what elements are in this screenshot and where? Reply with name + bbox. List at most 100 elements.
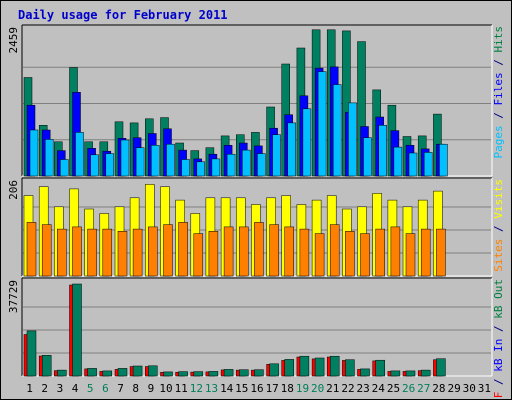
x-tick-label-25: 25: [387, 382, 400, 395]
legend-entry-visits-1: /: [492, 219, 505, 239]
x-tick-label-8: 8: [132, 382, 139, 395]
bar-kbytes-kb-out-day-24: [375, 359, 385, 377]
bar-hits-pages-day-17: [272, 134, 281, 177]
bar-kbytes-kb-out-day-11: [178, 371, 188, 377]
bar-kbytes-kb-out-day-1: [26, 330, 37, 377]
x-tick-label-27: 27: [417, 382, 430, 395]
bar-kbytes-kb-out-day-28: [436, 358, 446, 377]
panel-kbytes-legend: kB F / kB In / kB Out: [492, 279, 505, 400]
bar-visits-sites-day-15: [239, 226, 249, 277]
bar-visits-sites-day-26: [405, 233, 416, 277]
x-tick-label-5: 5: [87, 382, 94, 395]
legend-entry-kbytes-1: /: [492, 372, 505, 392]
x-tick-label-26: 26: [402, 382, 415, 395]
bar-kbytes-kb-out-day-8: [132, 365, 143, 377]
bar-kbytes-kb-out-day-5: [87, 368, 97, 377]
bar-kbytes-kb-out-day-15: [239, 369, 249, 377]
bar-kbytes-kb-out-day-7: [117, 368, 128, 377]
bar-visits-sites-day-13: [208, 231, 219, 277]
x-tick-label-2: 2: [41, 382, 48, 395]
bar-kbytes-kb-out-day-20: [314, 357, 325, 377]
bar-kbytes-kb-out-day-25: [390, 370, 401, 377]
bar-kbytes-kb-out-day-22: [345, 359, 355, 377]
bar-visits-sites-day-24: [375, 228, 385, 277]
bar-kbytes-kb-out-day-6: [102, 370, 113, 377]
x-tick-label-11: 11: [175, 382, 188, 395]
bar-kbytes-kb-out-day-23: [360, 368, 370, 377]
panel-kbytes-ymax-label: 37729: [7, 280, 20, 313]
legend-entry-hits-4: Hits: [492, 26, 505, 53]
x-tick-label-10: 10: [159, 382, 172, 395]
panel-kbytes-bg: [22, 278, 492, 376]
bar-visits-sites-day-22: [345, 231, 355, 277]
bar-hits-pages-day-2: [44, 139, 54, 177]
bar-visits-sites-day-1: [26, 222, 37, 277]
bar-hits-pages-day-18: [287, 122, 296, 177]
bar-visits-sites-day-14: [223, 226, 234, 277]
bar-visits-sites-day-2: [41, 224, 52, 277]
bar-hits-pages-day-21: [332, 84, 342, 177]
bar-visits-sites-day-19: [299, 228, 310, 277]
x-tick-label-15: 15: [235, 382, 248, 395]
legend-entry-visits-2: Visits: [492, 179, 505, 219]
bar-hits-pages-day-5: [90, 154, 99, 177]
x-tick-label-1: 1: [26, 382, 33, 395]
legend-entry-kbytes-3: /: [492, 319, 505, 339]
bar-hits-pages-day-14: [226, 153, 236, 177]
bar-hits-pages-day-16: [257, 153, 266, 177]
panel-visits-legend: Sites / Visits: [492, 179, 505, 272]
bar-visits-sites-day-20: [314, 233, 325, 277]
bar-visits-sites-day-3: [57, 228, 67, 277]
panel-visits-ymax-label: 206: [7, 180, 20, 200]
bar-hits-pages-day-13: [211, 158, 221, 177]
bar-hits-pages-day-6: [105, 153, 115, 177]
bar-hits-pages-day-27: [423, 152, 433, 177]
bar-hits-pages-day-28: [439, 143, 448, 177]
bar-visits-sites-day-9: [148, 226, 158, 277]
bar-visits-sites-day-23: [360, 233, 370, 277]
legend-entry-hits-1: /: [492, 106, 505, 126]
bar-visits-sites-day-21: [329, 224, 340, 277]
bar-hits-pages-day-24: [378, 125, 387, 177]
bar-kbytes-kb-out-day-21: [329, 355, 340, 377]
bar-hits-pages-day-8: [135, 147, 145, 177]
x-tick-label-30: 30: [463, 382, 476, 395]
bar-visits-sites-day-18: [284, 226, 294, 277]
bar-kbytes-kb-out-day-3: [57, 369, 67, 377]
bar-kbytes-kb-out-day-13: [208, 371, 219, 377]
x-tick-label-24: 24: [372, 382, 386, 395]
bar-hits-pages-day-3: [60, 159, 69, 177]
bar-hits-pages-day-1: [29, 129, 39, 177]
bar-kbytes-kb-out-day-26: [405, 370, 416, 377]
chart-title: Daily usage for February 2011: [18, 8, 228, 22]
x-tick-label-29: 29: [447, 382, 460, 395]
bar-visits-sites-day-17: [269, 224, 279, 277]
bar-visits-sites-day-6: [102, 228, 113, 277]
bar-hits-pages-day-9: [151, 145, 160, 177]
bar-kbytes-kb-out-day-16: [254, 369, 264, 377]
bar-visits-sites-day-25: [390, 226, 401, 277]
x-tick-label-19: 19: [296, 382, 309, 395]
bar-hits-pages-day-26: [408, 152, 418, 177]
panel-hits-legend: Pages / Files / Hits: [492, 26, 505, 159]
legend-entry-hits-2: Files: [492, 72, 505, 105]
x-tick-label-7: 7: [117, 382, 124, 395]
bar-kbytes-kb-out-day-18: [284, 359, 294, 377]
x-tick-label-13: 13: [205, 382, 218, 395]
bar-visits-sites-day-5: [87, 228, 97, 277]
x-tick-label-4: 4: [72, 382, 79, 395]
x-tick-label-9: 9: [148, 382, 155, 395]
bar-visits-sites-day-16: [254, 222, 264, 277]
x-tick-label-17: 17: [266, 382, 279, 395]
bar-hits-pages-day-20: [317, 71, 327, 177]
bar-hits-pages-day-19: [302, 108, 312, 177]
bar-hits-pages-day-10: [166, 143, 175, 177]
bar-visits-sites-day-12: [193, 233, 204, 277]
bar-hits-pages-day-12: [196, 161, 206, 177]
x-tick-label-23: 23: [356, 382, 369, 395]
bar-kbytes-kb-out-day-12: [193, 371, 204, 377]
bar-kbytes-kb-out-day-14: [223, 369, 234, 377]
x-tick-label-20: 20: [311, 382, 324, 395]
bar-kbytes-kb-out-day-4: [72, 283, 82, 377]
